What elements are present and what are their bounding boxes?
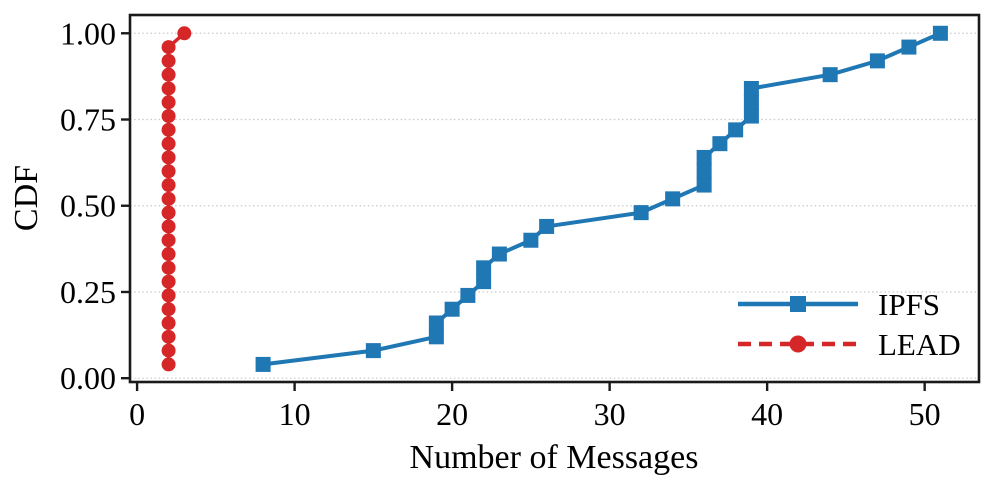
ipfs-marker (728, 122, 744, 138)
ipfs-marker (712, 136, 728, 152)
legend-ipfs-line-square-icon (738, 296, 858, 312)
x-tick-label: 20 (436, 396, 468, 432)
ipfs-marker (869, 53, 885, 69)
ipfs-marker (428, 329, 444, 345)
ipfs-marker (696, 163, 712, 179)
ipfs-marker (665, 191, 681, 207)
lead-marker (161, 302, 176, 317)
ipfs-marker (932, 25, 948, 41)
lead-marker (161, 136, 176, 151)
lead-marker (161, 122, 176, 137)
ipfs-marker (539, 218, 555, 234)
x-tick-label: 0 (129, 396, 145, 432)
lead-marker (161, 274, 176, 289)
lead-marker (161, 53, 176, 68)
ipfs-marker (255, 356, 271, 372)
ipfs-marker (428, 315, 444, 331)
ipfs-marker (365, 343, 381, 359)
ipfs-marker (460, 287, 476, 303)
y-axis-label: CDF (8, 164, 45, 232)
lead-marker (161, 247, 176, 262)
lead-marker (161, 150, 176, 165)
x-tick-label: 10 (279, 396, 311, 432)
lead-marker (161, 81, 176, 96)
lead-marker (161, 357, 176, 372)
y-tick-label: 1.00 (60, 15, 116, 51)
lead-marker (161, 233, 176, 248)
lead-marker (161, 191, 176, 206)
lead-marker (161, 109, 176, 124)
lead-marker (161, 343, 176, 358)
lead-marker (177, 26, 192, 41)
lead-marker (161, 288, 176, 303)
ipfs-marker (901, 39, 917, 55)
ipfs-marker (633, 205, 649, 221)
lead-marker (161, 95, 176, 110)
ipfs-marker (743, 94, 759, 110)
ipfs-marker (491, 246, 507, 262)
plot-frame (128, 13, 981, 384)
x-tick-label: 30 (594, 396, 626, 432)
ipfs-marker (696, 149, 712, 165)
ipfs-marker (476, 274, 492, 290)
ipfs-marker (444, 301, 460, 317)
y-tick-label: 0.75 (60, 102, 116, 138)
lead-marker (161, 329, 176, 344)
ipfs-marker (743, 108, 759, 124)
y-tick-label: 0.25 (60, 274, 116, 310)
ipfs-marker (822, 67, 838, 83)
y-tick-label: 0.00 (60, 360, 116, 396)
legend: IPFS LEAD (738, 284, 961, 364)
lead-marker (161, 219, 176, 234)
lead-marker (161, 67, 176, 82)
legend-lead-dash-circle-icon (738, 335, 858, 353)
ipfs-marker (743, 80, 759, 96)
ipfs-marker (476, 260, 492, 276)
lead-marker (161, 178, 176, 193)
y-tick-label: 0.50 (60, 188, 116, 224)
legend-item-lead: LEAD (738, 324, 961, 364)
lead-marker (161, 40, 176, 55)
x-tick-label: 50 (909, 396, 941, 432)
x-tick-label: 40 (751, 396, 783, 432)
ipfs-marker (696, 177, 712, 193)
lead-marker (161, 164, 176, 179)
ipfs-marker (523, 232, 539, 248)
legend-label-lead: LEAD (878, 326, 961, 362)
x-axis-label: Number of Messages (409, 439, 699, 476)
lead-marker (161, 316, 176, 331)
legend-item-ipfs: IPFS (738, 284, 961, 324)
lead-marker (161, 260, 176, 275)
legend-label-ipfs: IPFS (878, 286, 941, 322)
lead-marker (161, 205, 176, 220)
